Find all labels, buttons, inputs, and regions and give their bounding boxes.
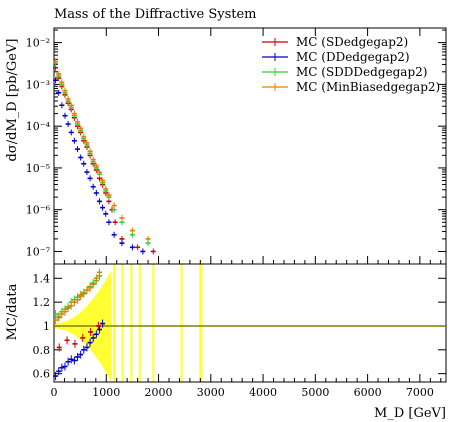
ratio-uncertainty-bar bbox=[180, 264, 183, 382]
y-tick-label-bottom: 0.8 bbox=[33, 344, 51, 357]
ratio-uncertainty-bar bbox=[199, 264, 203, 382]
x-axis-label: M_D [GeV] bbox=[374, 406, 446, 421]
y-axis-label-top: dσ/dM_D [pb/GeV] bbox=[5, 39, 20, 162]
y-tick-label-bottom: 1.4 bbox=[33, 272, 51, 285]
legend-label: MC (DDedgegap2) bbox=[296, 50, 410, 64]
y-tick-label-top: 10⁻² bbox=[26, 37, 50, 50]
x-tick-label: 4000 bbox=[249, 386, 277, 399]
y-tick-label-bottom: 1.2 bbox=[33, 296, 51, 309]
legend-label: MC (MinBiasedgegap2) bbox=[296, 80, 440, 94]
ratio-panel: 0.6 0.8 1 1.2 1.4 0 1000 2000 3000 4000 5000 6000 70… bbox=[33, 263, 447, 399]
ratio-uncertainty-bar bbox=[138, 264, 141, 382]
legend-label: MC (SDDDedgegap2) bbox=[296, 65, 427, 79]
y-tick-label-top: 10⁻³ bbox=[26, 78, 50, 91]
y-axis-label-bottom: MC/data bbox=[5, 283, 20, 340]
ratio-uncertainty-bar bbox=[130, 264, 133, 382]
ratio-panel-frame bbox=[53, 263, 447, 383]
main-panel: 10⁻² 10⁻³ 10⁻⁴ 10⁻⁵ 10⁻⁶ 10⁻⁷ bbox=[26, 27, 447, 265]
y-tick-label-top: 10⁻⁷ bbox=[26, 245, 51, 258]
y-tick-label-top: 10⁻⁴ bbox=[26, 120, 51, 133]
y-tick-label-top: 10⁻⁵ bbox=[26, 162, 50, 175]
ratio-uncertainty-bar bbox=[121, 264, 124, 382]
x-tick-label: 5000 bbox=[301, 386, 329, 399]
ratio-uncertainty-bar bbox=[113, 264, 116, 382]
legend: MC (SDedgegap2)MC (DDedgegap2)MC (SDDDed… bbox=[262, 35, 440, 94]
y-tick-label-top: 10⁻⁶ bbox=[26, 204, 51, 217]
x-tick-label: 2000 bbox=[145, 386, 173, 399]
legend-label: MC (SDedgegap2) bbox=[296, 35, 408, 49]
y-tick-label-bottom: 1 bbox=[43, 320, 50, 333]
x-tick-label: 1000 bbox=[92, 386, 120, 399]
ratio-uncertainty-bar bbox=[152, 264, 155, 382]
y-tick-label-bottom: 0.6 bbox=[33, 368, 51, 381]
x-tick-label: 7000 bbox=[406, 386, 434, 399]
chart-title: Mass of the Diffractive System bbox=[54, 7, 257, 22]
x-tick-label: 3000 bbox=[197, 386, 225, 399]
x-tick-label: 6000 bbox=[354, 386, 382, 399]
x-tick-label: 0 bbox=[51, 386, 58, 399]
